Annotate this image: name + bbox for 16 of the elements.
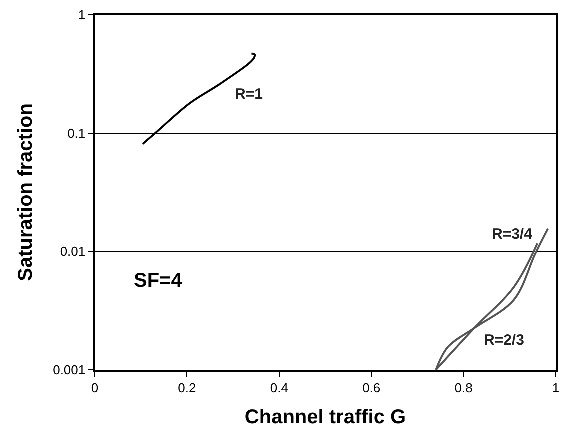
x-tick-label: 0 [91, 380, 99, 396]
x-tick-label: 0.8 [454, 380, 473, 396]
y-tick-label: 0.001 [53, 362, 86, 378]
x-axis-title: Channel traffic G [244, 406, 406, 428]
y-tick-label: 0.1 [68, 126, 86, 141]
x-tick-label: 0.2 [178, 380, 196, 396]
series-label: R=1 [235, 86, 263, 103]
annotation: SF=4 [134, 270, 184, 292]
y-axis-title: Saturation fraction [15, 104, 38, 282]
x-tick-label: 0.4 [270, 380, 288, 396]
series-label: R=3/4 [492, 226, 534, 243]
y-tick-label: 1 [78, 8, 86, 23]
x-tick-label: 1 [552, 380, 560, 396]
y-tick-label: 0.01 [60, 244, 86, 260]
x-tick-label: 0.6 [362, 380, 381, 396]
series-label: R=2/3 [484, 332, 524, 349]
